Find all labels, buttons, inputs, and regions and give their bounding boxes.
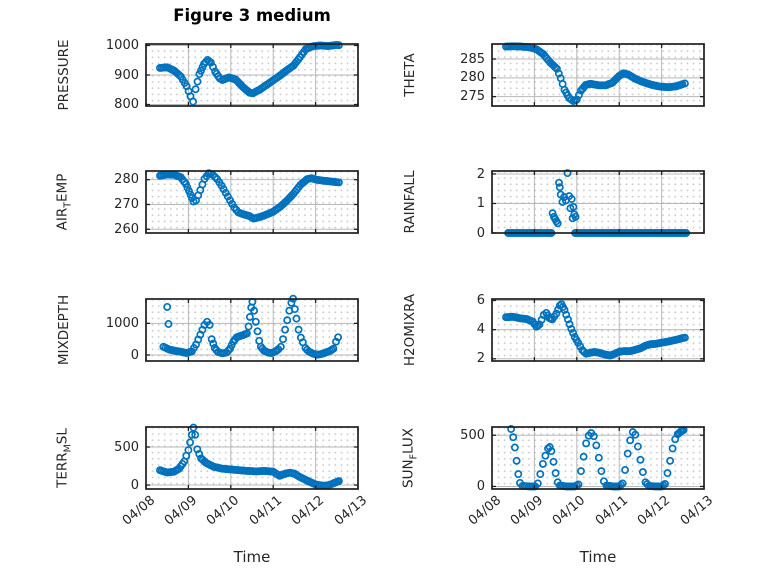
y-tick-label-H2OMIXRA: 4 (476, 322, 485, 338)
data-series-TERR_MSL (156, 423, 343, 490)
axes-box (145, 426, 359, 490)
axes-box (145, 43, 359, 107)
x-tick-label: 04/08 (465, 493, 504, 529)
y-axis-label-TERR_MSL: TERRMSL (54, 428, 74, 488)
y-tick-label-RAINFALL: 1 (476, 196, 485, 211)
x-tick-label: 04/13 (677, 493, 716, 529)
y-tick-label-THETA: 275 (460, 89, 485, 105)
y-tick-label-MIXDEPTH: 0 (130, 347, 139, 363)
y-tick-label-RAINFALL: 0 (476, 225, 485, 241)
plot-PRESSURE (145, 40, 359, 107)
minor-grid-THETA (493, 45, 703, 105)
subscript: F (408, 453, 420, 460)
y-axis-label-H2OMIXRA: H2OMIXRA (402, 293, 418, 367)
y-tick-label-RAINFALL: 2 (476, 166, 485, 182)
axes-box (491, 426, 705, 490)
x-tick-label: 04/08 (119, 493, 158, 529)
plot-TERR_MSL (145, 423, 359, 490)
x-tick-label: 04/09 (507, 493, 547, 529)
major-grid (146, 427, 358, 489)
minor-grid-RAINFALL (493, 172, 703, 232)
x-tick-label: 04/11 (592, 493, 631, 529)
y-tick-label-H2OMIXRA: 2 (476, 351, 485, 367)
subscript: M (62, 444, 74, 453)
y-tick-label-THETA: 285 (460, 51, 485, 67)
y-axis-label-AIR_TEMP: AIRTEMP (54, 173, 74, 231)
subscript: T (62, 201, 74, 208)
figure-title: Figure 3 medium (173, 6, 331, 25)
y-tick-label-MIXDEPTH: 1000 (105, 315, 139, 331)
y-axis-label-MIXDEPTH: MIXDEPTH (56, 294, 72, 366)
y-tick-label-AIR_TEMP: 280 (114, 172, 139, 188)
plot-THETA (491, 42, 705, 107)
data-series-H2OMIXRA (502, 300, 689, 360)
major-grid (492, 171, 704, 233)
x-tick-label: 04/10 (550, 493, 589, 529)
y-tick-label-SUN_FLUX: 0 (476, 478, 485, 494)
y-tick-label-PRESSURE: 800 (114, 97, 139, 112)
major-grid (492, 299, 704, 361)
x-tick-label: 04/11 (246, 493, 285, 529)
y-tick-label-PRESSURE: 900 (114, 67, 139, 83)
axes-box (491, 298, 705, 362)
x-axis-title-left: Time (233, 548, 271, 566)
plot-RAINFALL (491, 169, 705, 237)
y-axis-label-SUN_FLUX: SUNFLUX (400, 428, 420, 488)
y-tick-label-PRESSURE: 1000 (105, 38, 139, 53)
x-tick-label: 04/12 (634, 493, 674, 529)
plot-MIXDEPTH (145, 294, 359, 362)
axes-box (491, 43, 705, 107)
y-tick-label-THETA: 280 (460, 70, 485, 86)
plot-H2OMIXRA (491, 298, 705, 362)
y-tick-label-H2OMIXRA: 6 (476, 293, 485, 308)
y-axis-label-THETA: THETA (402, 53, 418, 97)
y-tick-label-AIR_TEMP: 270 (114, 197, 139, 212)
plot-AIR_TEMP (145, 169, 359, 234)
data-series-PRESSURE (156, 40, 343, 106)
y-axis-label-RAINFALL: RAINFALL (402, 170, 418, 234)
data-series-AIR_TEMP (156, 169, 343, 223)
y-axis-label-PRESSURE: PRESSURE (56, 39, 72, 111)
data-series-MIXDEPTH (159, 294, 343, 359)
x-tick-label: 04/10 (204, 493, 243, 529)
x-axis-title-right: Time (579, 548, 617, 566)
tick-marks (145, 427, 359, 489)
axes-box (145, 170, 359, 234)
tick-marks (491, 171, 705, 234)
axes-box (491, 170, 705, 234)
y-tick-label-TERR_MSL: 500 (114, 439, 139, 455)
y-tick-label-AIR_TEMP: 260 (114, 221, 139, 237)
x-tick-label: 04/12 (288, 493, 328, 529)
y-tick-label-SUN_FLUX: 500 (460, 427, 485, 443)
data-series-THETA (502, 42, 689, 106)
major-grid (492, 44, 704, 106)
x-tick-label: 04/09 (161, 493, 201, 529)
y-tick-label-TERR_MSL: 0 (130, 477, 139, 493)
x-tick-label: 04/13 (331, 493, 370, 529)
plot-SUN_FLUX (491, 425, 705, 491)
minor-grid-TERR_MSL (147, 428, 357, 488)
axes-box (145, 298, 359, 362)
